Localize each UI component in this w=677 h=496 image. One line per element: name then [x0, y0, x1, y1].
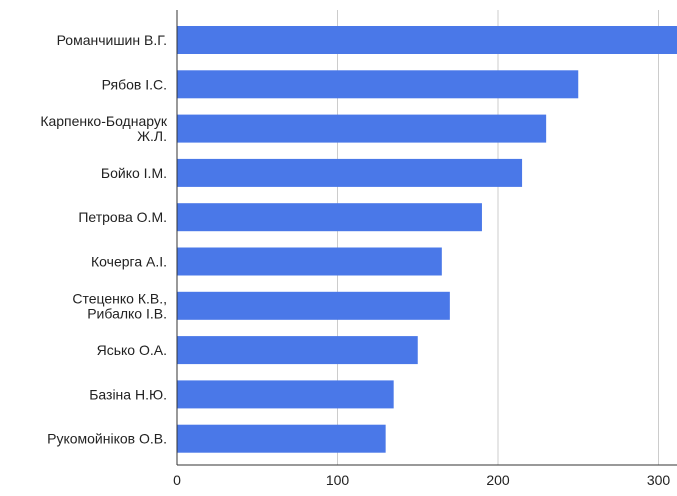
category-label-3: Бойко І.М.: [101, 165, 167, 181]
category-label-9: Рукомойніков О.В.: [47, 431, 167, 447]
bar-4: [177, 203, 482, 232]
bar-2: [177, 114, 547, 143]
bar-9: [177, 424, 386, 453]
tick-label-layer: 0 100 200 300: [173, 472, 670, 488]
category-label-6-line-1: Рибалко І.В.: [87, 305, 167, 321]
category-label-0: Романчишин В.Г.: [57, 32, 167, 48]
category-label-layer: Романчишин В.Г. Рябов І.С. Карпенко-Боднар…: [40, 32, 168, 447]
x-tick-label-0: 0: [173, 472, 181, 488]
category-label-2-line-1: Ж.Л.: [137, 128, 167, 144]
bar-layer: [177, 26, 677, 453]
category-label-6-line-0: Стеценко К.В.,: [72, 290, 167, 306]
axis-layer: [176, 10, 677, 466]
category-label-4: Петрова О.М.: [78, 209, 167, 225]
bar-1: [177, 70, 579, 99]
bar-8: [177, 380, 394, 409]
bar-6: [177, 291, 450, 320]
category-label-5: Кочерга А.І.: [91, 254, 167, 270]
category-label-7: Ясько О.А.: [97, 342, 167, 358]
bar-5: [177, 247, 442, 276]
x-tick-label-200: 200: [486, 472, 510, 488]
bar-7: [177, 336, 418, 365]
x-tick-label-100: 100: [326, 472, 350, 488]
category-label-1: Рябов І.С.: [102, 76, 167, 92]
x-tick-label-300: 300: [647, 472, 671, 488]
category-label-2-line-0: Карпенко-Боднарук: [40, 113, 168, 129]
bar-0: [177, 26, 677, 54]
category-label-8: Базіна Н.Ю.: [89, 386, 167, 402]
bar-3: [177, 158, 523, 187]
